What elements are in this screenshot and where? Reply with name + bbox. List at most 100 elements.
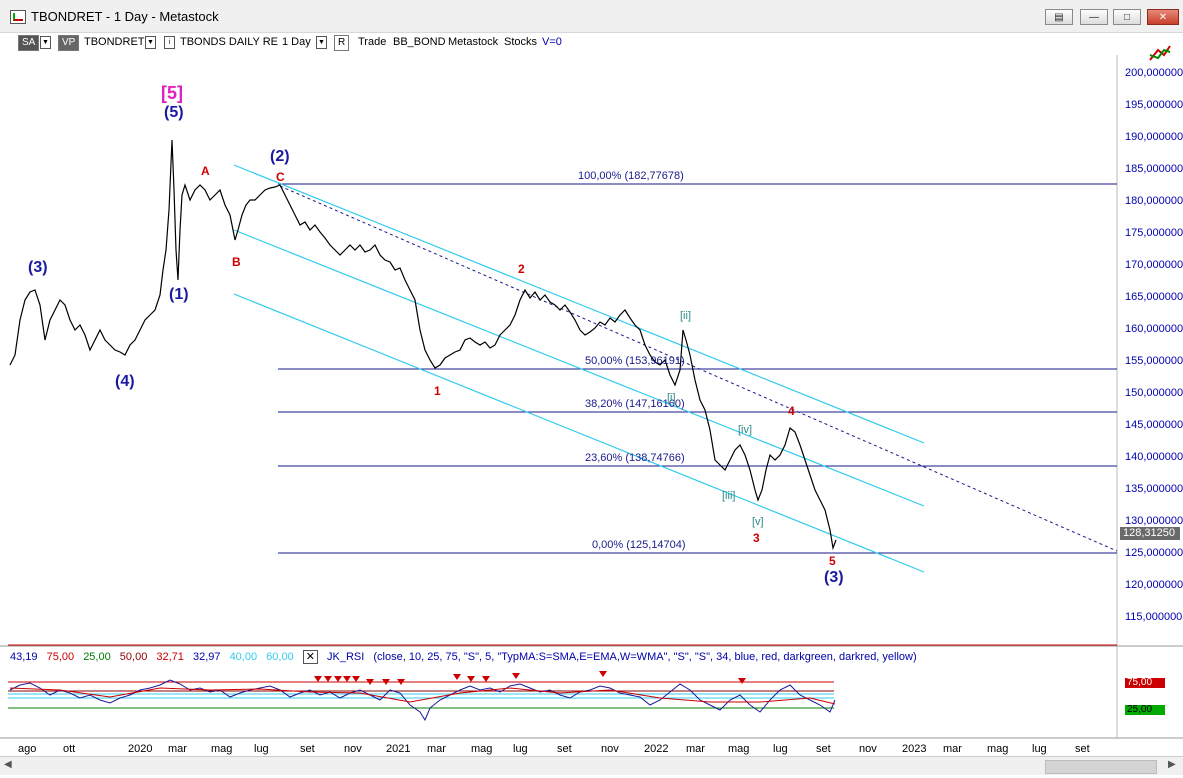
price-tick: 145,000000 [1125,419,1183,431]
indicator-value: 75,00 [46,651,75,663]
time-tick: mar [943,743,962,755]
restore-layout-button[interactable]: ▤ [1045,9,1073,25]
rsi-series [9,679,836,722]
scroll-left-icon[interactable]: ◀ [4,759,12,770]
fib-label-0: 0,00% (125,14704) [592,539,686,551]
time-tick: set [300,743,315,755]
minimize-button[interactable]: — [1080,9,1108,25]
price-tick: 170,000000 [1125,259,1183,271]
rsi-guides [8,681,834,709]
wave-label-iii: [iii] [722,490,736,502]
period-dropdown-icon[interactable]: ▼ [316,36,327,49]
symbol-label[interactable]: TBONDRET [84,36,145,48]
chart-toolbar: SA ▼ VP TBONDRET ▼ i TBONDS DAILY RE 1 D… [0,32,1183,52]
scrollbar-thumb[interactable] [1045,760,1157,774]
scroll-right-icon[interactable]: ▶ [1168,759,1176,770]
indicator-name[interactable]: JK_RSI [327,651,365,663]
rsi-signal-arrows [314,671,746,685]
price-tick: 185,000000 [1125,163,1183,175]
price-tick: 165,000000 [1125,291,1183,303]
time-tick: mag [211,743,233,755]
time-tick: nov [859,743,877,755]
price-tick: 190,000000 [1125,131,1183,143]
wave-label-minor-3: 3 [753,531,760,545]
time-tick: lug [1032,743,1047,755]
wave-label-1: (1) [169,286,189,303]
indicator-value: 25,00 [83,651,111,663]
period-label[interactable]: 1 Day [282,36,311,48]
price-tick: 155,000000 [1125,355,1183,367]
price-tick: 125,000000 [1125,547,1183,559]
fib-lines [278,183,1117,554]
fib-label-382: 38,20% (147,16160) [585,398,685,410]
rsi-upper-tag: 75,00 [1125,678,1165,688]
sa-button[interactable]: SA [18,35,40,51]
chart-type-icon [1149,45,1171,61]
source-label: BB_BOND [393,36,446,48]
i-icon[interactable]: i [164,36,175,49]
wave-label-5: (5) [164,104,184,121]
dashed-trendline [279,185,1118,552]
time-tick: lug [773,743,788,755]
last-price-tag: 128,31250 [1120,527,1180,540]
time-tick: nov [601,743,619,755]
time-tick: mag [728,743,750,755]
price-tick: 150,000000 [1125,387,1183,399]
app-label: Metastock [448,36,499,48]
time-tick: mar [427,743,446,755]
wave-label-2: (2) [270,148,290,165]
wave-label-minor-4: 4 [788,404,795,418]
price-tick: 120,000000 [1125,579,1183,591]
time-tick: ott [63,743,76,755]
indicator-value: 43,19 [10,651,38,663]
indicator-value: 50,00 [119,651,148,663]
indicator-value: 32,97 [192,651,221,663]
wave-label-iv: [iv] [738,424,753,436]
sa-dropdown-icon[interactable]: ▼ [40,36,51,49]
time-tick: 2022 [644,743,669,755]
metastock-app-icon [10,10,26,24]
vp-button[interactable]: VP [58,35,80,51]
time-tick: set [1075,743,1090,755]
description-label: TBONDS DAILY RE [180,36,279,48]
time-tick: ago [18,743,37,755]
time-tick: mag [471,743,493,755]
r-button[interactable]: R [334,35,350,51]
time-tick: 2020 [128,743,153,755]
indicator-value: 32,71 [156,651,184,663]
wave-label-5-bracket: [5] [161,83,183,103]
maximize-button[interactable]: □ [1113,9,1141,25]
price-tick: 200,000000 [1125,67,1183,79]
wave-label-3-current: (3) [824,569,844,586]
time-tick: mag [987,743,1009,755]
trade-label[interactable]: Trade [358,36,387,48]
symbol-dropdown-icon[interactable]: ▼ [145,36,156,49]
price-series [9,139,837,551]
channel-lines [233,164,925,573]
v-label: V=0 [542,36,562,48]
time-tick: set [816,743,831,755]
type-label: Stocks [504,36,538,48]
wave-label-C: C [276,170,285,184]
wave-label-B: B [232,255,241,269]
wave-label-v: [v] [752,516,764,528]
wave-label-minor-5: 5 [829,554,836,568]
price-tick: 180,000000 [1125,195,1183,207]
wave-label-ii: [ii] [680,310,691,322]
price-tick: 130,000000 [1125,515,1183,527]
time-tick: lug [513,743,528,755]
time-tick: 2021 [386,743,411,755]
fib-label-236: 23,60% (138,74766) [585,452,685,464]
close-button[interactable]: ✕ [1147,9,1179,25]
indicator-close-icon[interactable]: ✕ [302,650,318,664]
wave-label-minor-1: 1 [434,384,441,398]
time-tick: set [557,743,572,755]
indicator-header: 43,19 75,00 25,00 50,00 32,71 32,97 40,0… [10,650,923,664]
wave-label-3-primary: (3) [28,259,48,276]
price-tick: 140,000000 [1125,451,1183,463]
horizontal-scrollbar[interactable]: ◀ ▶ [0,756,1183,775]
window-title: TBONDRET - 1 Day - Metastock [31,9,219,24]
wave-label-minor-2: 2 [518,262,525,276]
price-tick: 135,000000 [1125,483,1183,495]
